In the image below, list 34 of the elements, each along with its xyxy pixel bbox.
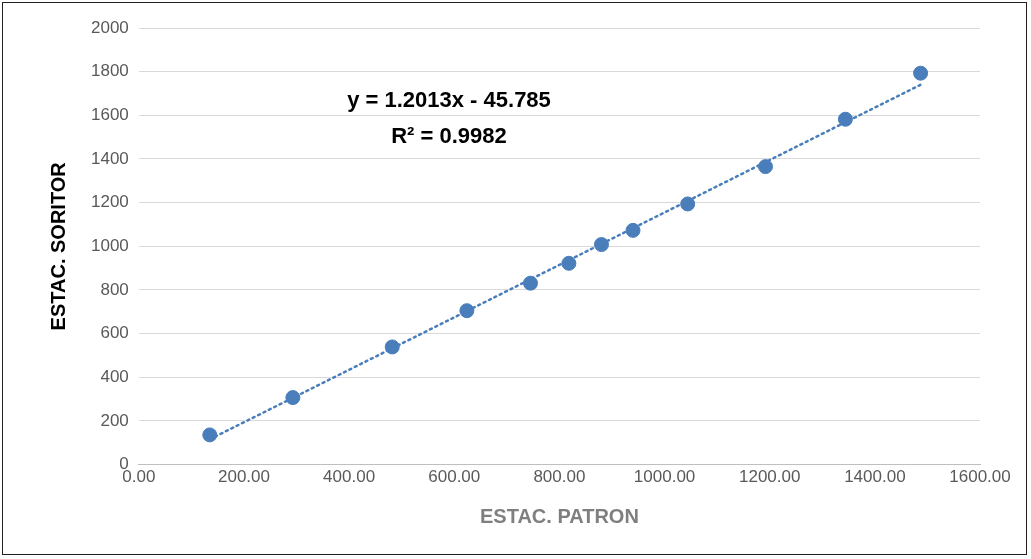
- x-tick-label: 1600.00: [949, 467, 1011, 487]
- y-tick-label: 1000: [90, 235, 129, 255]
- annotation: y = 1.2013x - 45.785: [347, 87, 551, 113]
- point: [561, 255, 577, 271]
- y-tick-label: 800: [100, 279, 129, 299]
- y-tick-label: 2000: [90, 17, 129, 37]
- point: [625, 222, 641, 238]
- point: [384, 339, 400, 355]
- x-tick-label: 1400.00: [844, 467, 906, 487]
- annotation: R² = 0.9982: [391, 123, 507, 149]
- point: [522, 275, 538, 291]
- point: [459, 303, 475, 319]
- y-tick-label: 1400: [90, 148, 129, 168]
- y-tick-label: 1800: [90, 61, 129, 81]
- point: [758, 159, 773, 175]
- y-tick-label: 600: [100, 323, 129, 343]
- point: [680, 196, 696, 212]
- point: [837, 111, 853, 127]
- y-tick-label: 1600: [90, 105, 129, 125]
- y-axis-title: ESTAC. SORITOR: [46, 161, 69, 331]
- point: [285, 390, 301, 406]
- y-tick-label: 200: [100, 410, 129, 430]
- point: [202, 427, 218, 443]
- point: [593, 237, 609, 253]
- x-tick-label: 600.00: [428, 467, 481, 487]
- x-axis-title: ESTAC. PATRON: [479, 504, 639, 527]
- y-tick-label: 400: [100, 366, 129, 386]
- x-tick-label: 400.00: [323, 467, 376, 487]
- point: [913, 65, 929, 81]
- x-tick-label: 800.00: [533, 467, 586, 487]
- y-tick-label: 1200: [90, 192, 129, 212]
- x-tick-label: 1200.00: [738, 467, 801, 487]
- x-tick-label: 200.00: [217, 467, 270, 487]
- x-tick-label: 1000.00: [633, 467, 696, 487]
